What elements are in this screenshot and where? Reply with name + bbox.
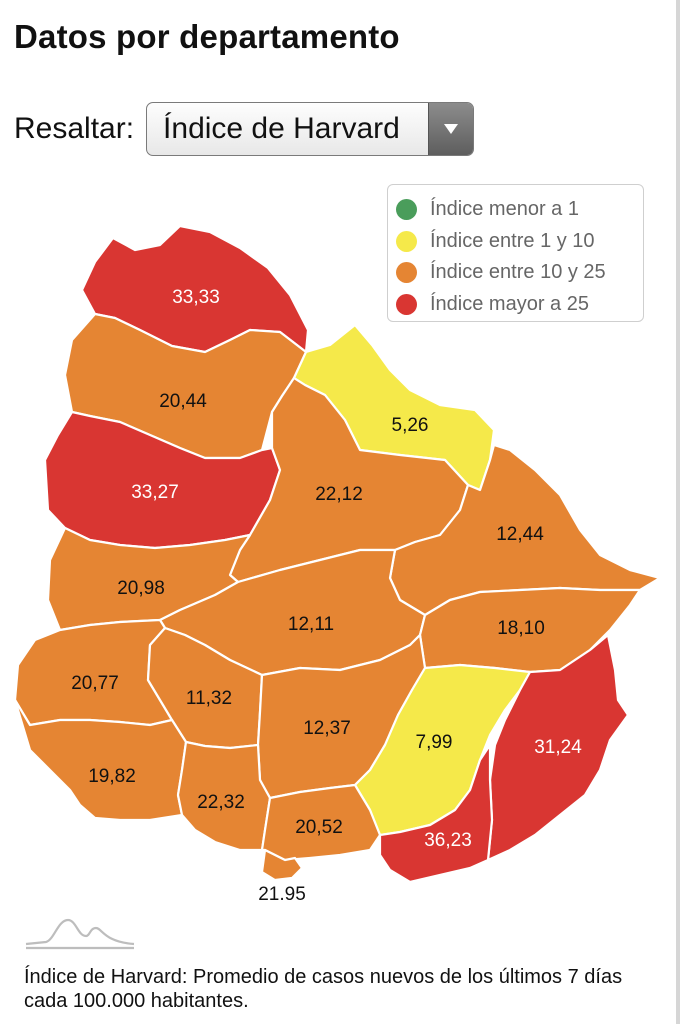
department-label: 21,95 <box>258 884 306 900</box>
department-label: 31,24 <box>534 737 582 758</box>
department-maldonado[interactable] <box>378 743 494 884</box>
highlight-label: Resaltar: <box>14 112 135 145</box>
page-title: Datos por departamento <box>14 18 400 55</box>
legend-swatch <box>396 230 417 252</box>
department-label: 33,33 <box>172 287 220 308</box>
department-label: 7,99 <box>416 732 453 753</box>
department-label: 18,10 <box>497 618 545 639</box>
legend-swatch <box>396 262 417 284</box>
legend-item-1-10[interactable]: Índice entre 1 y 10 <box>396 226 643 258</box>
legend-item-mayor-25[interactable]: Índice mayor a 25 <box>396 289 643 321</box>
department-label: 20,44 <box>159 391 207 412</box>
department-label: 5,26 <box>392 415 429 436</box>
department-label: 33,27 <box>131 482 179 503</box>
department-label: 20,98 <box>117 578 165 599</box>
department-label: 20,52 <box>295 817 343 838</box>
legend-label: Índice entre 10 y 25 <box>430 261 606 284</box>
legend-label: Índice menor a 1 <box>430 198 579 221</box>
department-label: 36,23 <box>424 830 472 851</box>
department-label: 12,11 <box>288 614 334 635</box>
legend-swatch <box>396 293 417 315</box>
department-label: 11,32 <box>186 688 232 709</box>
department-canelones[interactable] <box>260 783 382 862</box>
highlight-control: Resaltar: Índice de Harvard <box>14 100 475 158</box>
mountain-wave-icon <box>25 918 135 950</box>
department-label: 12,37 <box>303 718 351 739</box>
department-label: 22,32 <box>197 792 245 813</box>
frame-edge <box>676 0 680 1024</box>
map-legend: Índice menor a 1 Índice entre 1 y 10 Índ… <box>387 184 644 322</box>
legend-label: Índice mayor a 25 <box>430 292 589 315</box>
department-montevideo[interactable] <box>260 848 304 882</box>
legend-item-10-25[interactable]: Índice entre 10 y 25 <box>396 257 643 289</box>
legend-label: Índice entre 1 y 10 <box>430 229 595 252</box>
footnote: Índice de Harvard: Promedio de casos nue… <box>24 966 623 1012</box>
uruguay-map: 33,33 20,44 5,26 33,27 22,12 12,44 20,98… <box>13 224 662 900</box>
department-label: 22,12 <box>315 484 363 505</box>
department-label: 20,77 <box>71 673 119 694</box>
department-rocha[interactable] <box>486 633 630 862</box>
triangle-down-icon[interactable] <box>428 103 474 155</box>
department-label: 12,44 <box>496 524 544 545</box>
highlight-select[interactable]: Índice de Harvard <box>146 102 475 156</box>
legend-item-menor-1[interactable]: Índice menor a 1 <box>396 194 643 226</box>
highlight-select-value: Índice de Harvard <box>163 112 400 145</box>
department-label: 19,82 <box>88 766 136 787</box>
legend-swatch <box>396 199 417 221</box>
